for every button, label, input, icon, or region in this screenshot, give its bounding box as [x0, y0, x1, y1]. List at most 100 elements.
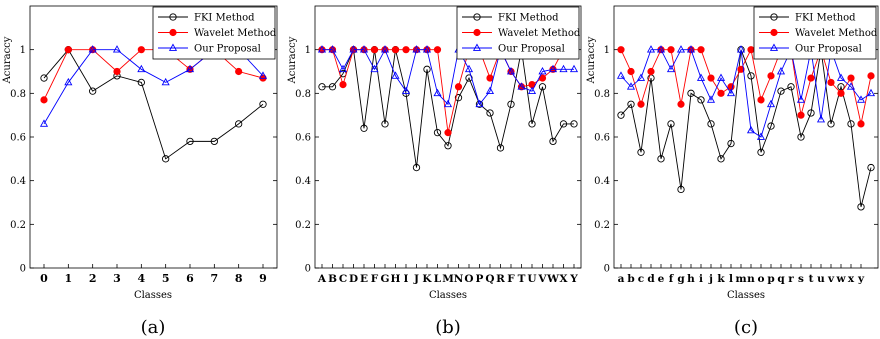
x-tick-label: N [454, 273, 464, 285]
legend-entry: FKI Method [498, 13, 559, 24]
legend-entry: Our Proposal [795, 44, 862, 55]
data-point [837, 89, 845, 97]
x-tick-label: E [360, 273, 368, 285]
x-tick-label: L [434, 273, 442, 285]
legend-entry: Wavelet Method [498, 28, 581, 39]
x-tick-label: m [735, 273, 746, 285]
data-point [637, 148, 645, 156]
data-point [381, 120, 389, 128]
data-point [454, 83, 463, 91]
x-tick-label: 0 [40, 272, 48, 285]
data-point [528, 120, 536, 128]
y-tick-label: 0 [20, 264, 26, 275]
data-point [687, 89, 695, 97]
y-tick-label: 0.8 [594, 89, 610, 100]
x-tick-label: M [442, 273, 454, 285]
data-point [647, 67, 655, 76]
legend-marker [169, 13, 177, 21]
data-point [626, 82, 636, 90]
data-point [627, 100, 635, 108]
data-point [496, 144, 505, 152]
data-point [507, 100, 515, 108]
x-tick-label: p [767, 273, 774, 285]
data-point [767, 122, 775, 130]
chart-panel-a: Acuraccy Classes (a) 0 0.2 0.4 0.6 0.8 1 0 1 2 3… [2, 5, 278, 338]
data-point [706, 95, 716, 103]
data-point [667, 46, 675, 54]
x-tick-label: K [422, 273, 432, 285]
data-point [637, 100, 645, 108]
data-point [727, 139, 735, 148]
data-point [548, 64, 558, 73]
data-point [113, 67, 121, 76]
data-point [486, 109, 494, 117]
data-point [827, 120, 835, 128]
legend-marker [472, 43, 482, 51]
data-point [766, 99, 776, 108]
data-point [747, 72, 755, 80]
data-point [697, 46, 705, 54]
data-point [677, 100, 685, 108]
x-tick-label: 1 [65, 272, 73, 285]
data-point [807, 74, 815, 82]
data-point [796, 95, 806, 103]
data-point [412, 45, 421, 53]
data-point [137, 46, 145, 54]
y-tick-label: 0.4 [10, 176, 26, 187]
data-point [807, 109, 815, 117]
data-point [836, 73, 846, 81]
data-point [787, 83, 795, 91]
x-tick-label: I [404, 273, 409, 285]
data-point [64, 77, 73, 86]
data-point [89, 87, 97, 95]
data-point [559, 64, 568, 73]
data-point [235, 120, 243, 128]
series-line-fki-method [322, 48, 574, 168]
data-point [866, 88, 876, 97]
x-tick-label: n [747, 273, 755, 285]
data-point [776, 66, 786, 75]
data-point [88, 45, 97, 53]
data-point [339, 81, 347, 89]
y-tick-label: 0.6 [295, 133, 311, 144]
data-point [317, 45, 327, 53]
data-point [444, 142, 452, 150]
legend-marker [168, 43, 178, 51]
data-point [39, 119, 49, 127]
data-point [258, 71, 268, 79]
data-point [757, 96, 765, 104]
data-point [717, 155, 725, 163]
series-line-our-proposal [322, 48, 574, 106]
legend-marker [770, 13, 778, 21]
data-point [422, 45, 432, 53]
data-point [627, 67, 635, 76]
data-point [777, 87, 785, 95]
x-tick-label: h [687, 273, 695, 285]
series-line-our-proposal [43, 49, 264, 125]
data-point [847, 74, 855, 82]
series-line-our-proposal [620, 48, 872, 138]
legend-marker [473, 28, 481, 37]
y-tick-label: 1 [20, 45, 26, 56]
data-point [137, 78, 145, 87]
y-tick-label: 0.6 [594, 133, 610, 144]
x-tick-label: T [518, 273, 526, 285]
legend-entry: Wavelet Method [795, 28, 878, 39]
data-point [636, 73, 646, 81]
data-point [517, 82, 526, 90]
legend-entry: FKI Method [194, 13, 255, 24]
data-point [318, 83, 326, 91]
x-axis-label: Classes [134, 290, 172, 301]
data-point [657, 155, 665, 163]
data-point [797, 111, 805, 119]
x-tick-label: 4 [138, 272, 146, 285]
data-point [443, 99, 453, 108]
x-tick-label: 5 [162, 272, 170, 285]
data-point [857, 120, 865, 128]
x-tick-label: o [757, 273, 764, 285]
data-point [401, 86, 411, 95]
data-point [827, 78, 835, 87]
x-tick-label: B [328, 273, 337, 285]
data-point [677, 185, 685, 194]
